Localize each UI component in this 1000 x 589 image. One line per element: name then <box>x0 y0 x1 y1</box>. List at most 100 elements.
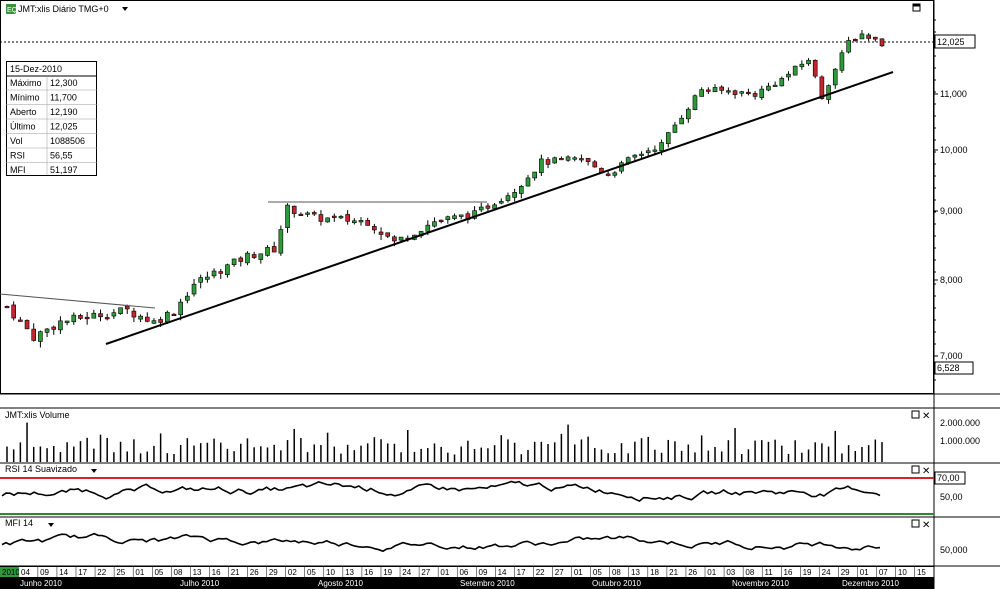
candle-body <box>331 215 337 218</box>
candle-body <box>712 87 718 93</box>
mfi-close-icon[interactable]: ✕ <box>922 520 930 531</box>
candle-body <box>572 157 578 160</box>
candle-body <box>732 90 738 95</box>
maximize-icon[interactable] <box>912 3 921 12</box>
date-day: 03 <box>726 568 735 577</box>
candle-body <box>659 142 664 152</box>
price-tick: 9,000 <box>940 206 963 216</box>
date-day: 02 <box>288 568 297 577</box>
date-day: 21 <box>231 568 240 577</box>
candle-body <box>4 306 10 309</box>
candle-body <box>64 320 70 324</box>
candle-body <box>24 320 30 330</box>
candle-body <box>111 312 117 317</box>
date-day: 18 <box>650 568 659 577</box>
candle-body <box>826 85 831 100</box>
date-day: 05 <box>593 568 602 577</box>
price-tick: 10,000 <box>940 145 968 155</box>
downtrend-line <box>0 293 156 309</box>
info-label: Aberto <box>10 107 37 117</box>
candle-body <box>739 91 745 94</box>
date-day: 17 <box>517 568 526 577</box>
rsi-maximize-icon[interactable] <box>911 465 920 474</box>
candle-body <box>231 258 237 265</box>
candle-body <box>38 331 43 342</box>
candle-body <box>58 320 63 331</box>
candle-body <box>679 117 684 125</box>
chart-badge: EQ <box>7 7 18 14</box>
date-day: 27 <box>555 568 564 577</box>
rsi-title: RSI 14 Suavizado <box>5 464 77 474</box>
candle-body <box>819 76 825 99</box>
date-month: Setembro 2010 <box>460 579 515 588</box>
candle-body <box>352 220 357 224</box>
date-day: 17 <box>78 568 87 577</box>
candle-body <box>31 328 37 341</box>
candle-body <box>545 159 551 165</box>
candle-body <box>285 204 290 228</box>
candle-body <box>859 33 865 40</box>
candle-body <box>438 219 444 222</box>
mfi-maximize-icon[interactable] <box>911 519 920 528</box>
candle-body <box>291 205 297 214</box>
candle-body <box>271 246 277 253</box>
candle-body <box>11 304 16 319</box>
candle-body <box>251 254 257 258</box>
rsi-caret-down-icon[interactable] <box>91 469 97 473</box>
date-day: 04 <box>21 568 30 577</box>
candle-body <box>726 90 731 93</box>
candle-body <box>672 124 678 133</box>
price-tick: 11,000 <box>940 89 967 99</box>
candle-body <box>392 236 397 242</box>
candle-body <box>98 313 103 318</box>
volume-tick-2m: 2.000.000 <box>940 418 980 428</box>
rsi-tick-70: 70,00 <box>937 473 960 483</box>
candle-body <box>665 132 671 145</box>
candle-body <box>472 210 477 219</box>
candle-body <box>432 221 437 227</box>
candle-body <box>278 229 284 254</box>
mfi-title: MFI 14 <box>5 518 33 528</box>
candle-body <box>832 68 838 86</box>
candle-body <box>652 149 658 152</box>
mfi-line <box>1 532 881 553</box>
info-label: Vol <box>10 136 23 146</box>
candle-body <box>786 73 791 78</box>
volume-tick-1m: 1.000.000 <box>940 436 980 446</box>
candle-body <box>178 301 183 316</box>
candle-body <box>238 257 244 262</box>
candle-body <box>692 95 698 110</box>
candle-body <box>258 253 264 260</box>
candle-body <box>746 91 751 94</box>
candle-body <box>318 214 324 222</box>
candle-body <box>699 89 704 97</box>
candle-body <box>539 158 544 174</box>
info-value: 56,55 <box>50 151 73 161</box>
last-price-box <box>934 34 976 49</box>
info-label: Último <box>10 122 36 132</box>
candle-body <box>485 205 491 209</box>
candle-body <box>445 216 451 221</box>
candle-body <box>632 154 638 158</box>
volume-title: JMT:xlis Volume <box>5 410 70 420</box>
date-day: 01 <box>707 568 716 577</box>
volume-close-icon[interactable]: ✕ <box>922 411 930 422</box>
info-value: 51,197 <box>50 165 78 175</box>
date-day: 16 <box>364 568 373 577</box>
mfi-caret-down-icon[interactable] <box>48 523 54 527</box>
candle-body <box>706 89 711 92</box>
date-month: Dezembro 2010 <box>842 579 899 588</box>
date-day: 19 <box>803 568 812 577</box>
date-day: 05 <box>307 568 316 577</box>
candle-body <box>124 305 130 310</box>
date-axis: 2010 04 09 14 17 22 25 01 05 08 13 16 21 26 29 02 05 10 13… <box>0 567 934 588</box>
caret-down-icon[interactable] <box>122 7 128 11</box>
candle-body <box>879 38 885 47</box>
candle-body <box>525 177 531 187</box>
volume-maximize-icon[interactable] <box>911 410 920 419</box>
candle-body <box>44 328 50 333</box>
candle-body <box>385 232 391 237</box>
rsi-close-icon[interactable]: ✕ <box>922 466 930 477</box>
info-label: MFI <box>10 165 26 175</box>
